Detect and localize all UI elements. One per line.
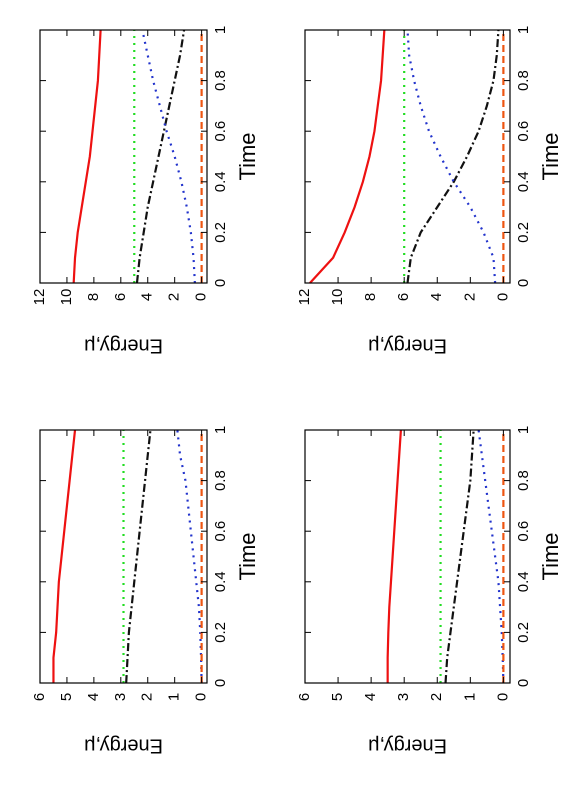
time-tick-label: 0.4 bbox=[515, 571, 532, 592]
time-tick-label: 1 bbox=[515, 26, 532, 34]
curve bbox=[141, 29, 196, 284]
time-tick-label: 0.4 bbox=[212, 171, 229, 192]
energy-tick-label: 6 bbox=[296, 693, 313, 701]
energy-tick-label: 12 bbox=[31, 289, 48, 306]
energy-tick-label: 6 bbox=[112, 293, 129, 301]
time-tick-label: 1 bbox=[212, 426, 229, 434]
time-tick-label: 0.2 bbox=[212, 222, 229, 243]
energy-tick-label: 8 bbox=[362, 293, 379, 301]
curve bbox=[176, 429, 203, 684]
x-axis-title: Time bbox=[538, 532, 561, 580]
energy-tick-label: 1 bbox=[461, 693, 478, 701]
energy-tick-label: 2 bbox=[139, 693, 156, 701]
energy-tick-label: 0 bbox=[494, 693, 511, 701]
curve bbox=[444, 429, 475, 684]
curve bbox=[135, 29, 186, 284]
plot-frame bbox=[39, 29, 208, 284]
time-tick-label: 0.2 bbox=[212, 622, 229, 643]
y-axis-title: Energy,μ bbox=[84, 735, 163, 757]
time-tick-label: 0.8 bbox=[515, 70, 532, 91]
curve bbox=[477, 429, 505, 684]
time-tick-label: 0 bbox=[515, 279, 532, 287]
plot-frame bbox=[304, 429, 511, 684]
curve bbox=[125, 429, 152, 684]
x-axis-title: Time bbox=[235, 132, 260, 180]
time-tick-label: 0.2 bbox=[515, 622, 532, 643]
y-axis-title: Energy,μ bbox=[368, 335, 447, 357]
energy-tick-label: 3 bbox=[112, 693, 129, 701]
energy-tick-label: 4 bbox=[428, 293, 445, 301]
energy-tick-label: 12 bbox=[296, 289, 313, 306]
time-tick-label: 0.2 bbox=[515, 222, 532, 243]
energy-tick-label: 0 bbox=[193, 293, 210, 301]
curve bbox=[406, 29, 500, 284]
time-tick-label: 0.6 bbox=[212, 521, 229, 542]
time-tick-label: 0.4 bbox=[515, 171, 532, 192]
energy-tick-label: 4 bbox=[139, 293, 156, 301]
energy-tick-label: 5 bbox=[329, 693, 346, 701]
time-tick-label: 0.8 bbox=[515, 470, 532, 491]
curve bbox=[72, 29, 102, 284]
plot-frame bbox=[304, 29, 511, 284]
energy-tick-label: 2 bbox=[461, 293, 478, 301]
time-tick-label: 0 bbox=[212, 679, 229, 687]
curve bbox=[52, 429, 77, 683]
energy-tick-label: 4 bbox=[85, 693, 102, 701]
time-tick-label: 0 bbox=[212, 279, 229, 287]
x-axis-title: Time bbox=[538, 132, 561, 180]
y-axis-title: Energy,μ bbox=[368, 735, 447, 757]
plot-frame bbox=[39, 429, 208, 684]
energy-tick-label: 10 bbox=[329, 289, 346, 306]
time-tick-label: 1 bbox=[212, 26, 229, 34]
energy-tick-label: 10 bbox=[58, 289, 75, 306]
energy-tick-label: 3 bbox=[395, 693, 412, 701]
time-tick-label: 0.6 bbox=[515, 521, 532, 542]
x-axis-title: Time bbox=[235, 532, 260, 580]
energy-tick-label: 2 bbox=[428, 693, 445, 701]
time-tick-label: 0.8 bbox=[212, 470, 229, 491]
curve bbox=[309, 29, 386, 284]
energy-tick-label: 6 bbox=[395, 293, 412, 301]
energy-tick-label: 0 bbox=[193, 693, 210, 701]
energy-tick-label: 4 bbox=[362, 693, 379, 701]
energy-tick-label: 6 bbox=[31, 693, 48, 701]
time-tick-label: 0.6 bbox=[515, 121, 532, 142]
time-tick-label: 0 bbox=[515, 679, 532, 687]
energy-tick-label: 2 bbox=[166, 293, 183, 301]
energy-tick-label: 1 bbox=[166, 693, 183, 701]
y-axis-title: Energy,μ bbox=[84, 335, 163, 357]
time-tick-label: 0.6 bbox=[212, 121, 229, 142]
energy-tick-label: 0 bbox=[494, 293, 511, 301]
curve bbox=[386, 429, 402, 683]
energy-tick-label: 8 bbox=[85, 293, 102, 301]
time-tick-label: 0.8 bbox=[212, 70, 229, 91]
time-tick-label: 1 bbox=[515, 426, 532, 434]
time-tick-label: 0.4 bbox=[212, 571, 229, 592]
curve bbox=[406, 29, 497, 284]
energy-tick-label: 5 bbox=[58, 693, 75, 701]
